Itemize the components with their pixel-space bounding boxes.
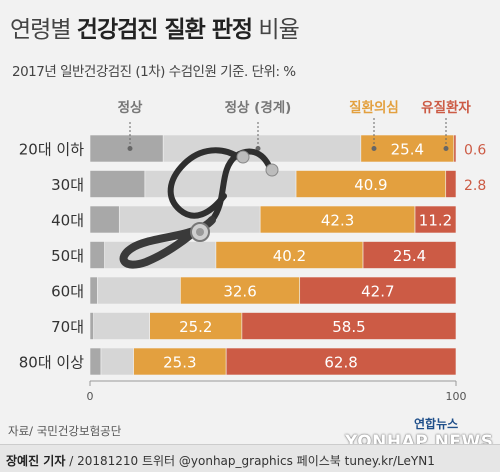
footer-bar: 장예진 기자 / 20181210 트위터 @yonhap_graphics 페… [0, 444, 500, 472]
legend-label-1: 정상 [118, 99, 143, 116]
bar-1-row-4 [89, 241, 105, 269]
logo-korean: 연합뉴스 [414, 417, 459, 431]
legend-label-2: 정상 (경계) [225, 99, 292, 116]
stethoscope-binaural-right [209, 148, 273, 223]
bar-1-row-7 [89, 347, 102, 376]
stethoscope-earpiece-left [236, 150, 250, 164]
value-label-suspected-2: 40.9 [354, 176, 387, 194]
bar-3-row-6 [149, 312, 243, 340]
bar-2-row-7 [100, 347, 134, 376]
value-label-suspected-6: 25.2 [179, 318, 212, 336]
bar-2-row-6 [93, 312, 150, 340]
title-part-1: 연령별 [10, 17, 77, 43]
bar-1-row-6 [89, 312, 94, 340]
row-label-7: 80대 이상 [19, 354, 84, 372]
chart-title: 연령별 건강검진 질환 판정 비율 [10, 10, 300, 44]
bar-4-row-7 [225, 347, 457, 376]
value-label-disease-1: 0.6 [464, 143, 486, 159]
legend-label-3: 질환의심 [349, 99, 399, 116]
row-label-2: 30대 [51, 176, 84, 194]
footer-credit: 장예진 기자 / 20181210 트위터 @yonhap_graphics 페… [6, 452, 435, 469]
value-label-disease-7: 62.8 [324, 354, 357, 372]
legend-leader-dot-3 [371, 146, 377, 151]
bar-4-row-3 [414, 205, 457, 234]
legend-leader-dot-4 [443, 146, 449, 151]
bar-1-row-2 [89, 170, 146, 198]
bar-3-row-2 [295, 170, 447, 198]
bar-2-row-5 [97, 276, 181, 305]
stethoscope-binaural-left [167, 147, 243, 219]
bar-1-row-1 [89, 134, 164, 163]
bar-4-row-6 [241, 312, 457, 340]
chart-subtitle: 2017년 일반건강검진 (1차) 수검인원 기준. 단위: % [12, 64, 296, 80]
bar-1-row-3 [89, 205, 120, 234]
row-label-4: 50대 [51, 247, 84, 265]
value-label-disease-2: 2.8 [464, 178, 486, 194]
bar-3-row-1 [360, 134, 455, 163]
legend-label-4: 유질환자 [421, 99, 471, 116]
bar-4-row-1 [453, 134, 457, 163]
value-label-suspected-3: 42.3 [321, 212, 354, 230]
bar-4-row-2 [445, 170, 457, 198]
row-label-5: 60대 [51, 283, 84, 301]
stethoscope-diaphragm [196, 228, 204, 236]
bar-3-row-4 [215, 241, 364, 269]
title-part-3: 비율 [252, 17, 299, 43]
bar-3-row-7 [133, 347, 227, 376]
row-label-1: 20대 이하 [19, 141, 84, 159]
stethoscope-illustration [119, 147, 279, 269]
legend-leader-dot-1 [127, 146, 133, 151]
value-label-suspected-4: 40.2 [273, 247, 306, 265]
x-tick-label-100: 100 [446, 390, 467, 403]
row-label-3: 40대 [51, 212, 84, 230]
value-label-suspected-1: 25.4 [391, 141, 424, 159]
bar-4-row-4 [362, 241, 457, 269]
stethoscope-tube [119, 216, 216, 269]
x-tick-label-0: 0 [87, 390, 94, 403]
value-label-disease-3: 11.2 [419, 212, 452, 230]
source-note: 자료/ 국민건강보험공단 [8, 424, 122, 438]
bar-3-row-5 [180, 276, 301, 305]
row-label-6: 70대 [51, 318, 84, 336]
value-label-disease-4: 25.4 [393, 247, 426, 265]
value-label-suspected-7: 25.3 [163, 354, 196, 372]
legend-leader-dot-2 [255, 146, 261, 151]
stethoscope-earpiece-right [265, 163, 279, 177]
value-label-disease-5: 42.7 [361, 283, 394, 301]
value-label-suspected-5: 32.6 [223, 283, 256, 301]
bar-1-row-5 [89, 276, 98, 305]
footer-rest: / 20181210 트위터 @yonhap_graphics 페이스북 tun… [69, 454, 435, 468]
title-part-2: 건강검진 질환 판정 [76, 17, 253, 43]
footer-author: 장예진 기자 [6, 454, 66, 468]
value-label-disease-6: 58.5 [332, 318, 365, 336]
bar-4-row-5 [299, 276, 457, 305]
